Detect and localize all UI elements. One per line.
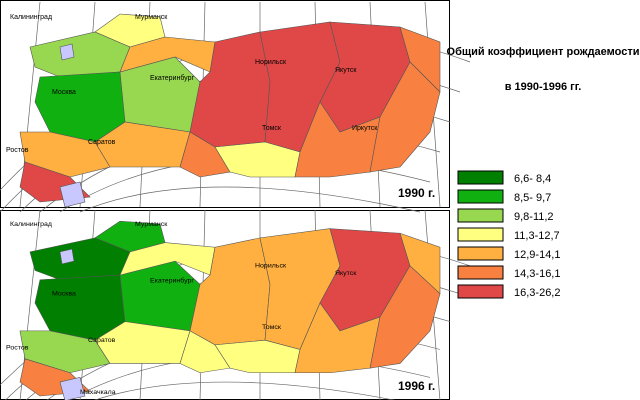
lake — [59, 43, 75, 61]
legend-label: 8,5- 9,7 — [514, 192, 551, 204]
legend-swatch — [457, 246, 504, 261]
legend-label: 14,3-16,1 — [514, 268, 560, 280]
map: Калининград Мурманск Москва Ростов Саратов Ек… — [0, 209, 471, 400]
place-label: Москва — [52, 291, 76, 298]
map: Калининград Мурманск Москва Ростов Саратов Ек… — [0, 1, 471, 213]
legend-swatch — [457, 227, 504, 242]
legend-label: 9,8-11,2 — [514, 211, 554, 223]
place-label: Норильск — [255, 59, 287, 66]
region — [369, 61, 441, 173]
graticule — [93, 381, 396, 400]
legend-label: 6,6- 8,4 — [514, 173, 551, 185]
place-label: Калининград — [10, 14, 52, 21]
place-label: Мурманск — [135, 221, 167, 228]
place-label: Ростов — [6, 147, 29, 154]
place-label: Якутск — [335, 67, 357, 74]
graticule — [79, 186, 421, 213]
place-label: Махачкала — [80, 389, 116, 396]
place-label: Саратов — [88, 139, 116, 146]
legend-swatch — [457, 284, 504, 299]
place-label: Екатеринбург — [150, 74, 194, 82]
place-label: Екатеринбург — [150, 277, 195, 285]
place-label: Калининград — [10, 221, 52, 228]
year-label: 1990 г. — [398, 186, 435, 200]
legend-swatch — [457, 208, 504, 223]
place-label: Якутск — [335, 270, 356, 277]
legend-swatch — [457, 265, 504, 280]
place-label: Томск — [262, 125, 282, 132]
place-label: Мурманск — [135, 14, 168, 21]
lake — [59, 248, 75, 265]
place-label: Москва — [52, 89, 76, 96]
place-label: Иркутск — [352, 125, 378, 132]
legend-label: 11,3-12,7 — [514, 230, 560, 242]
sea — [59, 181, 86, 208]
legend-swatch — [457, 170, 504, 185]
place-label: Саратов — [88, 337, 116, 344]
legend-swatch — [457, 189, 504, 204]
place-label: Томск — [262, 324, 281, 331]
place-label: Ростов — [6, 345, 29, 352]
subtitle: в 1990-1996 гг. — [505, 81, 582, 93]
sea — [59, 377, 86, 400]
year-label: 1996 г. — [398, 379, 435, 393]
place-label: Норильск — [255, 263, 286, 270]
legend-label: 16,3-26,2 — [514, 287, 560, 299]
legend-label: 12,9-14,1 — [514, 249, 560, 261]
title: Общий коэффициент рождаемости — [447, 46, 640, 58]
region — [369, 265, 441, 369]
